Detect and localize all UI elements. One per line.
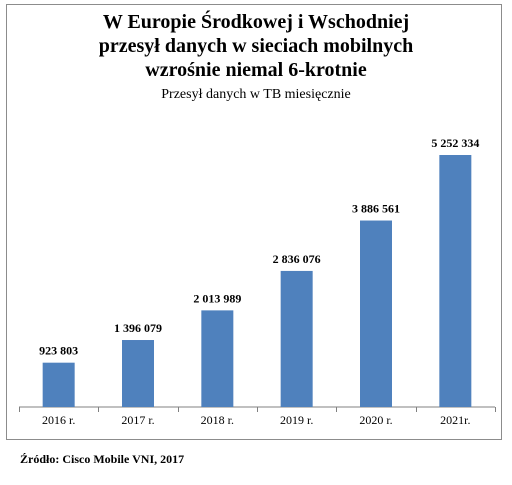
x-tick-label: 2018 r. bbox=[201, 413, 234, 427]
x-tick-label: 2017 r. bbox=[121, 413, 154, 427]
bar-value-label: 923 803 bbox=[39, 344, 78, 358]
bar-value-label: 3 886 561 bbox=[352, 202, 400, 216]
bar-value-label: 1 396 079 bbox=[114, 321, 162, 335]
bar bbox=[280, 270, 313, 407]
source-note: Źródło: Cisco Mobile VNI, 2017 bbox=[20, 452, 185, 466]
chart-title-line: wzrośnie niemal 6-krotnie bbox=[145, 59, 367, 81]
chart-title-line: W Europie Środkowej i Wschodniej bbox=[102, 11, 410, 33]
bar-value-label: 2 836 076 bbox=[273, 252, 321, 266]
bar-value-label: 2 013 989 bbox=[193, 291, 241, 305]
bar bbox=[201, 310, 234, 407]
bar bbox=[122, 340, 154, 407]
bar bbox=[360, 220, 392, 407]
chart-frame bbox=[6, 4, 502, 440]
bar bbox=[42, 362, 75, 407]
chart-title: W Europie Środkowej i Wschodniej przesył… bbox=[0, 10, 512, 82]
x-tick-label: 2020 r. bbox=[359, 413, 392, 427]
x-tick-label: 2021r. bbox=[440, 413, 470, 427]
x-tick-label: 2019 r. bbox=[280, 413, 313, 427]
chart-title-line: przesył danych w sieciach mobilnych bbox=[98, 35, 414, 57]
bar bbox=[439, 155, 472, 407]
chart-subtitle: Przesył danych w TB miesięcznie bbox=[161, 87, 351, 102]
bar-value-label: 5 252 334 bbox=[431, 136, 479, 150]
x-tick-label: 2016 r. bbox=[42, 413, 75, 427]
